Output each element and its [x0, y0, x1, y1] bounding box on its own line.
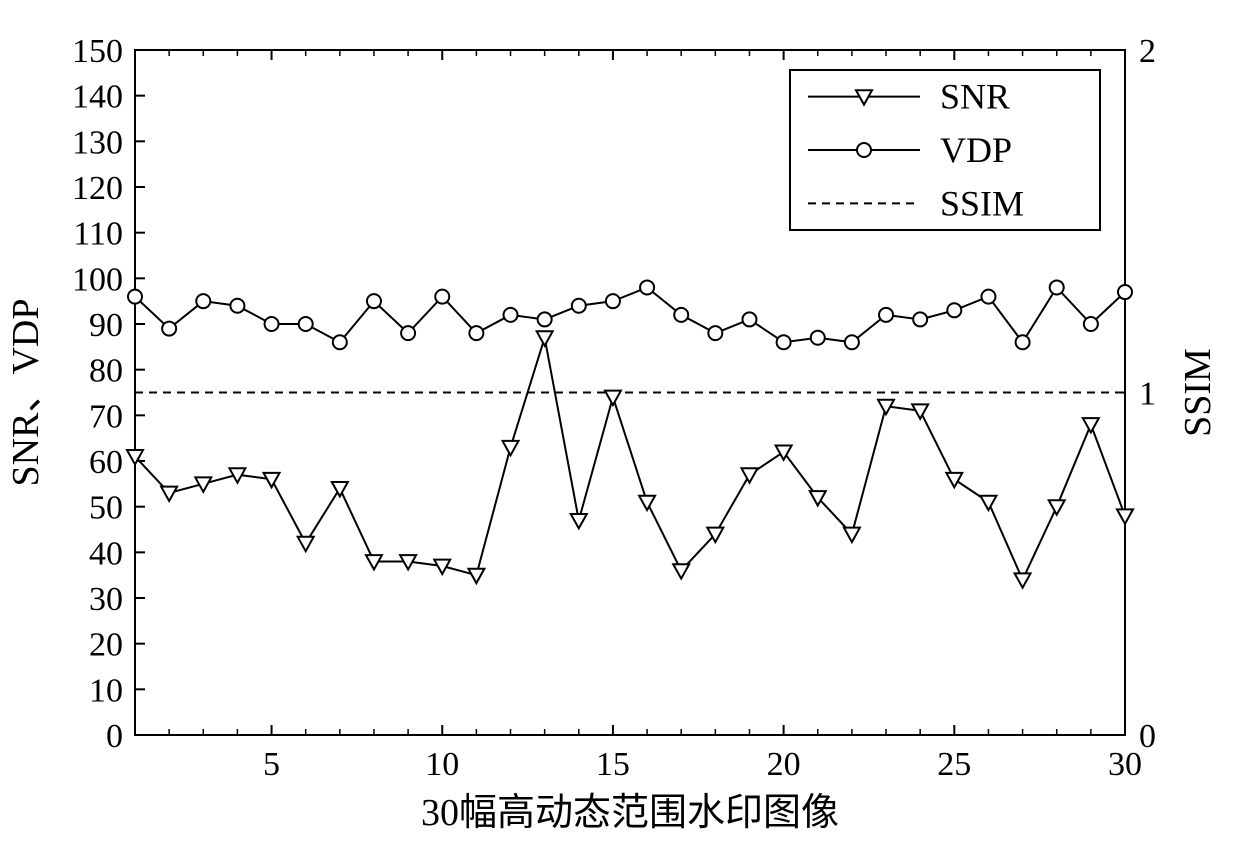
- vdp-marker: [640, 280, 654, 294]
- x-axis-label: 30幅高动态范围水印图像: [421, 792, 839, 834]
- y-left-tick-label: 80: [89, 353, 123, 390]
- y-left-tick-label: 70: [89, 398, 123, 435]
- y-left-tick-label: 130: [72, 124, 123, 161]
- x-tick-label: 25: [937, 746, 971, 783]
- x-tick-label: 20: [767, 746, 801, 783]
- vdp-marker: [879, 308, 893, 322]
- vdp-marker: [538, 312, 552, 326]
- y-right-tick-label: 1: [1139, 376, 1156, 413]
- vdp-marker: [469, 326, 483, 340]
- legend-snr-label: SNR: [940, 77, 1010, 117]
- y-left-tick-label: 10: [89, 672, 123, 709]
- vdp-marker: [1016, 335, 1030, 349]
- y-left-tick-label: 90: [89, 307, 123, 344]
- vdp-marker: [128, 290, 142, 304]
- chart-svg: 5101520253001020304050607080901001101201…: [0, 0, 1240, 865]
- y-left-tick-label: 140: [72, 79, 123, 116]
- vdp-marker: [777, 335, 791, 349]
- vdp-marker: [811, 331, 825, 345]
- vdp-marker: [299, 317, 313, 331]
- vdp-marker: [196, 294, 210, 308]
- vdp-marker: [1084, 317, 1098, 331]
- legend-vdp-label: VDP: [940, 130, 1012, 170]
- vdp-marker: [742, 312, 756, 326]
- vdp-marker: [435, 290, 449, 304]
- vdp-marker: [913, 312, 927, 326]
- y-left-tick-label: 50: [89, 490, 123, 527]
- y-left-tick-label: 120: [72, 170, 123, 207]
- vdp-marker: [708, 326, 722, 340]
- x-tick-label: 5: [263, 746, 280, 783]
- x-tick-label: 10: [425, 746, 459, 783]
- vdp-marker: [265, 317, 279, 331]
- vdp-marker: [572, 299, 586, 313]
- y-left-tick-label: 110: [73, 216, 123, 253]
- y-left-tick-label: 40: [89, 535, 123, 572]
- vdp-marker: [606, 294, 620, 308]
- vdp-marker: [504, 308, 518, 322]
- y-left-tick-label: 30: [89, 581, 123, 618]
- chart-container: 5101520253001020304050607080901001101201…: [0, 0, 1240, 865]
- vdp-marker: [981, 290, 995, 304]
- y-left-tick-label: 100: [72, 261, 123, 298]
- y-left-tick-label: 20: [89, 627, 123, 664]
- legend-vdp-marker: [857, 143, 871, 157]
- y-left-tick-label: 0: [106, 718, 123, 755]
- x-tick-label: 30: [1108, 746, 1142, 783]
- vdp-marker: [401, 326, 415, 340]
- vdp-marker: [230, 299, 244, 313]
- vdp-marker: [333, 335, 347, 349]
- vdp-marker: [1118, 285, 1132, 299]
- y-right-tick-label: 2: [1139, 33, 1156, 70]
- x-tick-label: 15: [596, 746, 630, 783]
- vdp-marker: [1050, 280, 1064, 294]
- y-left-tick-label: 150: [72, 33, 123, 70]
- y-left-axis-label: SNR、VDP: [5, 299, 47, 487]
- vdp-marker: [674, 308, 688, 322]
- vdp-marker: [162, 322, 176, 336]
- vdp-marker: [947, 303, 961, 317]
- vdp-marker: [367, 294, 381, 308]
- y-left-tick-label: 60: [89, 444, 123, 481]
- y-right-axis-label: SSIM: [1177, 348, 1219, 437]
- vdp-marker: [845, 335, 859, 349]
- legend-ssim-label: SSIM: [940, 183, 1024, 223]
- y-right-tick-label: 0: [1139, 718, 1156, 755]
